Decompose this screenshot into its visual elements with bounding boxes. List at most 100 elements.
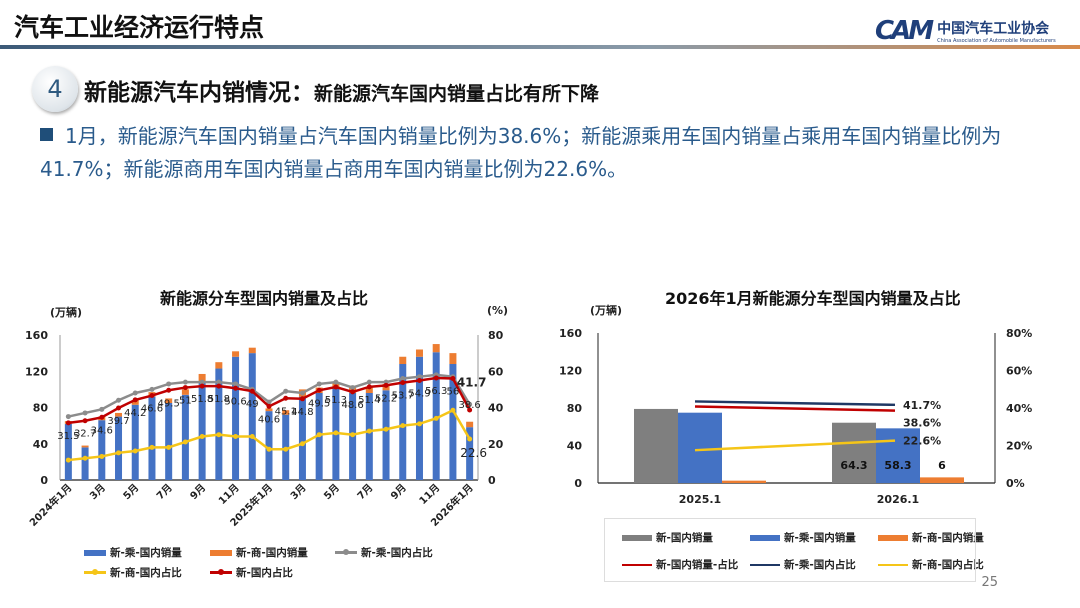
legend-swatch bbox=[622, 563, 652, 566]
x-tick: 11月 bbox=[417, 482, 442, 507]
x-tick: 2026.1 bbox=[877, 493, 919, 506]
line-marker bbox=[400, 380, 406, 386]
total-share-label: 48.6 bbox=[341, 400, 363, 411]
line-marker bbox=[116, 450, 122, 456]
total-share-label: 51.3 bbox=[325, 395, 347, 406]
line-marker bbox=[450, 407, 456, 413]
line-marker bbox=[416, 377, 422, 383]
y-right-tick: 60% bbox=[1006, 365, 1032, 378]
legend-label: 新-国内销量 bbox=[656, 532, 713, 544]
line-marker bbox=[467, 407, 473, 413]
total-share-label: 44.8 bbox=[291, 407, 313, 418]
share-line-5 bbox=[694, 439, 896, 452]
y-right-tick: 60 bbox=[488, 365, 504, 378]
line-marker bbox=[316, 387, 322, 393]
bar-commercial bbox=[466, 421, 474, 428]
legend-label: 新-乘-国内销量 bbox=[784, 532, 856, 544]
line-marker bbox=[65, 414, 71, 420]
bar-commercial bbox=[115, 412, 123, 417]
legend-label: 新-商-国内占比 bbox=[912, 559, 984, 571]
total-share-label: 34.6 bbox=[91, 425, 113, 436]
line-marker bbox=[116, 405, 122, 411]
line-marker bbox=[366, 384, 372, 390]
line-marker bbox=[82, 455, 88, 461]
legend-swatch bbox=[878, 563, 908, 566]
passenger-share-label: 41.7 bbox=[457, 375, 487, 389]
total-share-label: 51.8 bbox=[208, 394, 230, 405]
legend-swatch bbox=[210, 569, 232, 575]
line-marker bbox=[182, 379, 188, 385]
x-tick: 2024年1月 bbox=[27, 481, 75, 529]
total-share-label: 49.5 bbox=[158, 398, 180, 409]
bar-passenger bbox=[181, 394, 189, 480]
share-line-3 bbox=[694, 405, 896, 412]
bar-commercial bbox=[415, 349, 423, 357]
bar-passenger bbox=[98, 420, 106, 480]
line-marker bbox=[65, 457, 71, 463]
y-right-tick: 0% bbox=[1006, 477, 1025, 490]
line-marker bbox=[350, 389, 356, 395]
line-marker bbox=[400, 376, 406, 381]
section-heading-main: 新能源汽车内销情况： bbox=[84, 80, 314, 106]
y-left-tick: 80 bbox=[567, 402, 583, 415]
legend-item: 新-乘-国内销量 bbox=[750, 530, 856, 545]
bar-passenger bbox=[365, 393, 373, 480]
chart1-left-unit: (万辆) bbox=[50, 306, 83, 319]
bar-label: 58.3 bbox=[884, 459, 911, 472]
x-tick: 3月 bbox=[87, 482, 107, 502]
x-tick: 9月 bbox=[388, 482, 408, 502]
line-marker bbox=[233, 381, 239, 387]
bar-passenger bbox=[466, 427, 474, 480]
legend-item: 新-乘-国内占比 bbox=[750, 557, 856, 572]
bar-passenger bbox=[148, 396, 156, 480]
line-marker bbox=[132, 390, 138, 396]
y-left-tick: 120 bbox=[25, 365, 48, 378]
y-right-tick: 20 bbox=[488, 438, 504, 451]
line-marker bbox=[383, 382, 389, 388]
legend-swatch bbox=[750, 563, 780, 566]
x-tick: 5月 bbox=[121, 482, 141, 502]
legend-swatch bbox=[210, 549, 232, 556]
bar-commercial bbox=[265, 408, 273, 412]
logo-cn: 中国汽车工业协会 bbox=[937, 21, 1050, 37]
line-marker bbox=[266, 399, 272, 405]
y-right-tick: 80% bbox=[1006, 327, 1032, 340]
line-marker bbox=[333, 379, 339, 385]
bar-commercial bbox=[215, 362, 223, 369]
legend-label: 新-商-国内占比 bbox=[110, 567, 182, 579]
page-title: 汽车工业经济运行特点 bbox=[14, 13, 265, 42]
bar-passenger bbox=[449, 364, 457, 480]
bar-commercial bbox=[131, 400, 139, 405]
line-marker bbox=[316, 432, 322, 438]
x-tick: 5月 bbox=[322, 482, 342, 502]
bar-commercial bbox=[181, 389, 189, 395]
line-marker bbox=[450, 376, 456, 381]
line-marker bbox=[199, 383, 205, 389]
share-label: 22.6% bbox=[903, 435, 941, 448]
x-tick: 9月 bbox=[188, 482, 208, 502]
line-marker bbox=[333, 430, 339, 436]
bar-label: 6 bbox=[938, 459, 946, 472]
line-marker bbox=[283, 388, 289, 394]
bullet-square-icon bbox=[40, 128, 53, 141]
summary-paragraph: 1月，新能源汽车国内销量占汽车国内销量比例为38.6%；新能源乘用车国内销量占乘… bbox=[40, 120, 1060, 186]
legend-item: 新-商-国内占比 bbox=[878, 557, 984, 572]
bar-label: 64.3 bbox=[840, 459, 867, 472]
total-share-label: 39.7 bbox=[107, 416, 129, 427]
line-marker bbox=[249, 434, 255, 439]
y-left-tick: 160 bbox=[25, 329, 48, 342]
section-subheading: 新能源汽车国内销量占比有所下降 bbox=[314, 83, 600, 105]
legend-item: 新-国内销量 bbox=[622, 530, 713, 545]
line-marker bbox=[366, 428, 372, 434]
total-share-label: 56 bbox=[447, 387, 460, 398]
y-left-tick: 120 bbox=[559, 365, 582, 378]
line-marker bbox=[350, 432, 356, 438]
total-share-label: 51 bbox=[179, 396, 192, 407]
share-label: 41.7% bbox=[903, 399, 941, 412]
chart2-legend-box bbox=[604, 518, 976, 582]
bar-passenger bbox=[64, 423, 72, 480]
line-marker bbox=[366, 379, 372, 385]
bar-commercial bbox=[365, 387, 373, 393]
y-left-tick: 80 bbox=[33, 402, 49, 415]
total-share-label: 31.5 bbox=[57, 431, 79, 442]
